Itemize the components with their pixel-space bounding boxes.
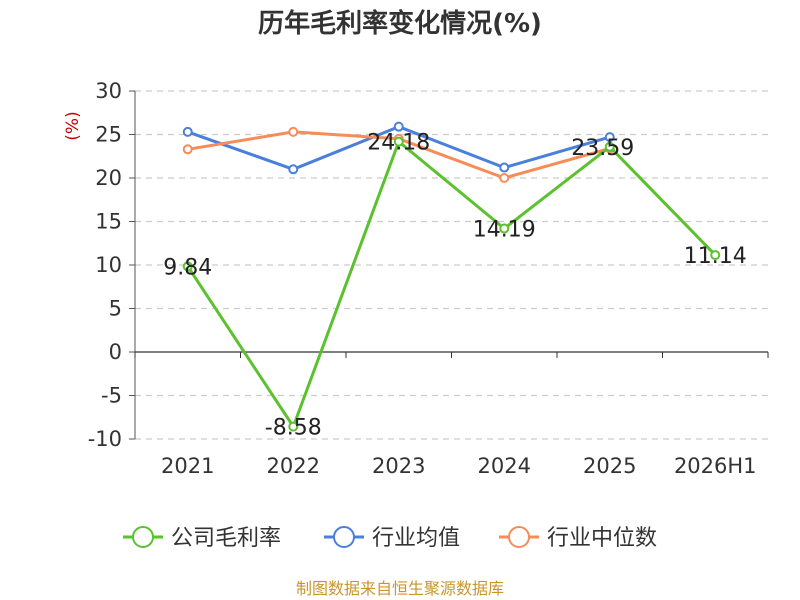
- legend-marker: [508, 526, 530, 548]
- series-lines: [182, 121, 721, 432]
- data-point: [393, 121, 404, 132]
- legend-marker: [333, 526, 355, 548]
- y-tick-label: -10: [88, 427, 122, 451]
- data-point: [393, 136, 404, 147]
- y-tick-label: 15: [95, 210, 122, 234]
- data-point: [288, 421, 299, 432]
- legend-item: 行业均值: [324, 526, 460, 551]
- data-label: 11.14: [684, 244, 747, 269]
- legend-label: 行业均值: [372, 526, 460, 551]
- data-point: [499, 173, 510, 183]
- y-tick-label: 25: [95, 123, 122, 147]
- x-tick-label: 2023: [372, 454, 425, 478]
- y-tick-label: 10: [95, 253, 122, 277]
- data-point: [182, 126, 193, 137]
- x-tick-label: 2026H1: [674, 454, 757, 478]
- x-tick-label: 2021: [161, 454, 214, 478]
- y-tick-label: 30: [95, 79, 122, 103]
- legend-item: 行业中位数: [499, 526, 657, 551]
- data-point: [182, 144, 193, 155]
- y-tick-label: 5: [109, 297, 122, 321]
- data-label: 23.59: [571, 136, 634, 161]
- x-tick-label: 2022: [267, 454, 320, 478]
- data-labels: 9.84 -8.58 24.18 14.19 23.59 11.14: [163, 131, 746, 441]
- data-label: -8.58: [265, 416, 322, 441]
- legend-label: 行业中位数: [547, 526, 657, 551]
- x-tick-label: 2024: [478, 454, 531, 478]
- data-label: 24.18: [367, 131, 430, 156]
- data-point: [182, 261, 193, 272]
- data-point: [604, 132, 615, 143]
- data-point: [288, 164, 299, 175]
- y-tick-label: 20: [95, 166, 122, 190]
- legend-marker: [132, 526, 154, 548]
- series-line: [186, 140, 717, 429]
- data-label: 14.19: [473, 218, 536, 243]
- data-point: [710, 250, 721, 261]
- legend: 公司毛利率 行业均值 行业中位数: [123, 526, 657, 551]
- y-tick-label: 0: [109, 340, 122, 364]
- y-axis-label: (%): [63, 111, 83, 140]
- chart-title: 历年毛利率变化情况(%): [258, 8, 542, 39]
- data-point: [288, 126, 299, 137]
- legend-item: 公司毛利率: [123, 526, 281, 551]
- axes: 30 25 20 15 10 5 0 -5 -10 2021 2022 2023 2024 2025 202…: [88, 79, 769, 478]
- data-label: 9.84: [163, 255, 212, 280]
- legend-label: 公司毛利率: [171, 526, 281, 551]
- data-point: [604, 141, 615, 152]
- source-note: 制图数据来自恒生聚源数据库: [296, 579, 504, 598]
- data-point: [499, 223, 510, 234]
- y-tick-label: -5: [101, 384, 122, 408]
- x-tick-label: 2025: [583, 454, 636, 478]
- data-point: [499, 162, 510, 173]
